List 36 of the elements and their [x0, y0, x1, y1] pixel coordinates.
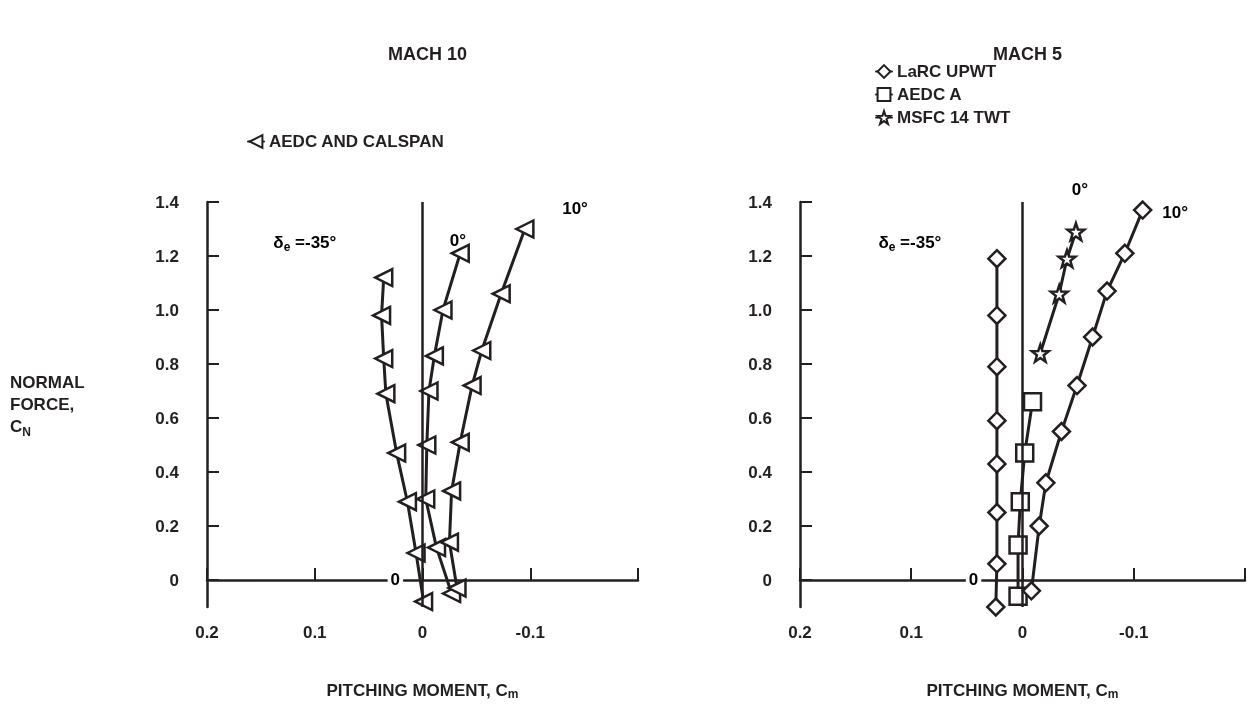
chart-title: MACH 10 [387, 44, 468, 64]
legend-label: AEDC A [897, 85, 962, 104]
y-tick-label: 0.8 [748, 354, 772, 374]
y-tick-label: 0.2 [748, 516, 772, 536]
y-tick-label: 0.6 [155, 408, 179, 428]
x-tick-label: -0.1 [1119, 623, 1149, 642]
chart-title: MACH 5 [992, 44, 1063, 64]
y-tick-label: 1.4 [748, 192, 773, 212]
legend-label: MSFC 14 TWT [897, 108, 1011, 127]
y-tick-label: 0.8 [155, 354, 179, 374]
x-tick-label: 0.2 [195, 623, 219, 642]
x-tick-label: 0 [417, 623, 428, 642]
x-tick-label: 0.2 [788, 623, 812, 642]
y-tick-label: 0.4 [155, 462, 180, 482]
text: 0° [1071, 180, 1089, 200]
annotation: 0 [968, 570, 979, 590]
y-tick-label: 1.0 [155, 300, 179, 320]
y-tick-label: 0.4 [748, 462, 773, 482]
annotation: 0° [449, 230, 467, 250]
annotation: 0 [390, 570, 401, 590]
y-tick-label: 0 [169, 570, 179, 590]
y-tick-label: 1.4 [155, 192, 180, 212]
legend-label: AEDC AND CALSPAN [269, 132, 444, 151]
x-tick-label: 0.1 [302, 623, 327, 642]
annotation: 10° [1162, 203, 1189, 223]
y-tick-label: 0 [762, 570, 772, 590]
y-tick-label: 0.2 [155, 516, 179, 536]
x-tick-label: 0 [1017, 623, 1028, 642]
y-tick-label: 1.2 [748, 246, 772, 266]
legend-label: LaRC UPWT [897, 62, 997, 81]
x-tick-label: 0.1 [899, 623, 924, 642]
annotation: 10° [562, 198, 589, 218]
y-tick-label: 1.0 [748, 300, 772, 320]
y-tick-label: 1.2 [155, 246, 179, 266]
x-tick-label: -0.1 [515, 623, 545, 642]
y-tick-label: 0.6 [748, 408, 772, 428]
